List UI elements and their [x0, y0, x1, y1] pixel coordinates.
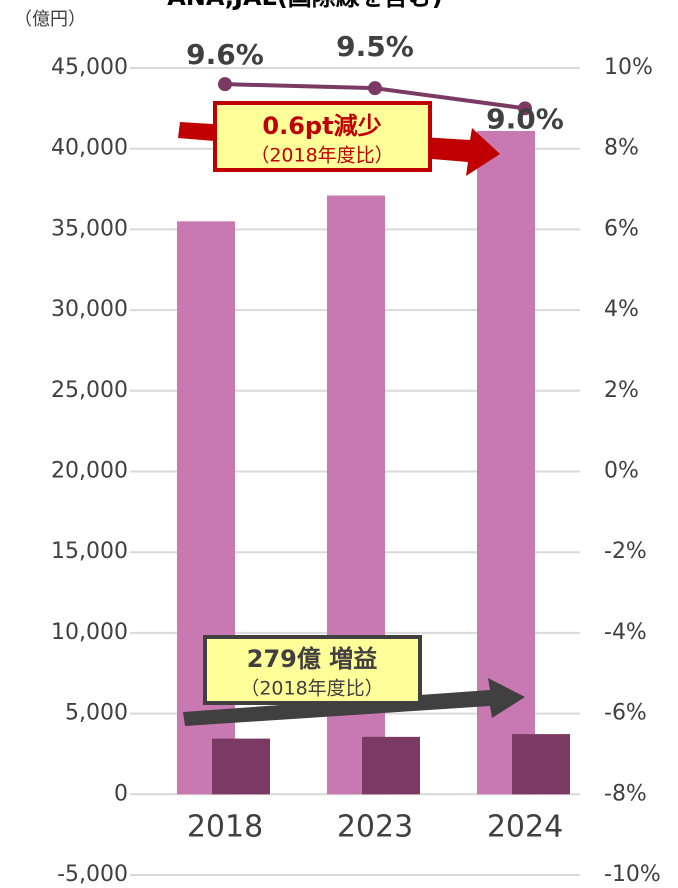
- bar: [512, 734, 570, 795]
- y-tick-label: 10,000: [51, 620, 128, 645]
- annotation-red: 0.6pt減少 （2018年度比）: [178, 101, 500, 176]
- box: [213, 101, 432, 172]
- y2-tick-label: 2%: [604, 378, 639, 403]
- y2-tick-label: -2%: [604, 539, 647, 564]
- y2-tick-label: -8%: [604, 781, 647, 806]
- annotation-text: 0.6pt減少: [262, 112, 381, 140]
- line-point: [218, 77, 232, 92]
- data-label: 9.5%: [336, 30, 414, 63]
- y2-tick-label: -6%: [604, 701, 647, 726]
- annotation-note: （2018年度比）: [240, 678, 383, 700]
- y-tick-label: 35,000: [51, 216, 128, 241]
- y2-tick-label: 10%: [604, 55, 653, 80]
- x-tick-label: 2018: [187, 810, 263, 845]
- annotation-text: 279億 増益: [247, 645, 377, 673]
- y-tick-label: -5,000: [57, 862, 128, 887]
- x-tick-label: 2024: [487, 810, 563, 845]
- y-tick-label: 40,000: [51, 136, 128, 161]
- y-tick-label: 5,000: [65, 701, 128, 726]
- y-tick-label: 25,000: [51, 378, 128, 403]
- bar: [212, 738, 270, 795]
- chart-title: ANA,JAL(国際線を含む): [167, 0, 443, 11]
- annotation-note: （2018年度比）: [250, 145, 393, 167]
- data-label: 9.0%: [486, 102, 564, 135]
- bar: [177, 221, 235, 795]
- line-point: [518, 101, 532, 116]
- y2-tick-label: -10%: [604, 862, 661, 887]
- y-tick-label: 20,000: [51, 459, 128, 484]
- x-tick-label: 2023: [337, 810, 413, 845]
- box: [203, 635, 422, 705]
- y-unit: （億円）: [14, 9, 86, 30]
- y-tick-label: 45,000: [51, 55, 128, 80]
- y2-tick-label: 6%: [604, 216, 639, 241]
- data-label: 9.6%: [186, 38, 264, 71]
- line-point: [368, 81, 382, 96]
- y-tick-label: 30,000: [51, 297, 128, 322]
- y-tick-label: 15,000: [51, 539, 128, 564]
- y2-tick-label: -4%: [604, 620, 647, 645]
- y2-tick-label: 0%: [604, 459, 639, 484]
- annotation-dark: 279億 増益 （2018年度比）: [183, 635, 525, 726]
- y2-tick-label: 8%: [604, 136, 639, 161]
- bar: [477, 130, 535, 795]
- bar: [362, 736, 420, 795]
- y-tick-label: 0: [114, 781, 128, 806]
- y2-tick-label: 4%: [604, 297, 639, 322]
